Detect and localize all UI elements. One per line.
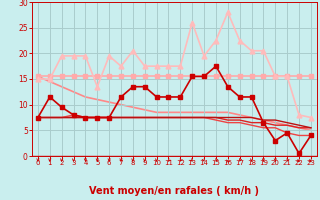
X-axis label: Vent moyen/en rafales ( km/h ): Vent moyen/en rafales ( km/h ) <box>89 186 260 196</box>
